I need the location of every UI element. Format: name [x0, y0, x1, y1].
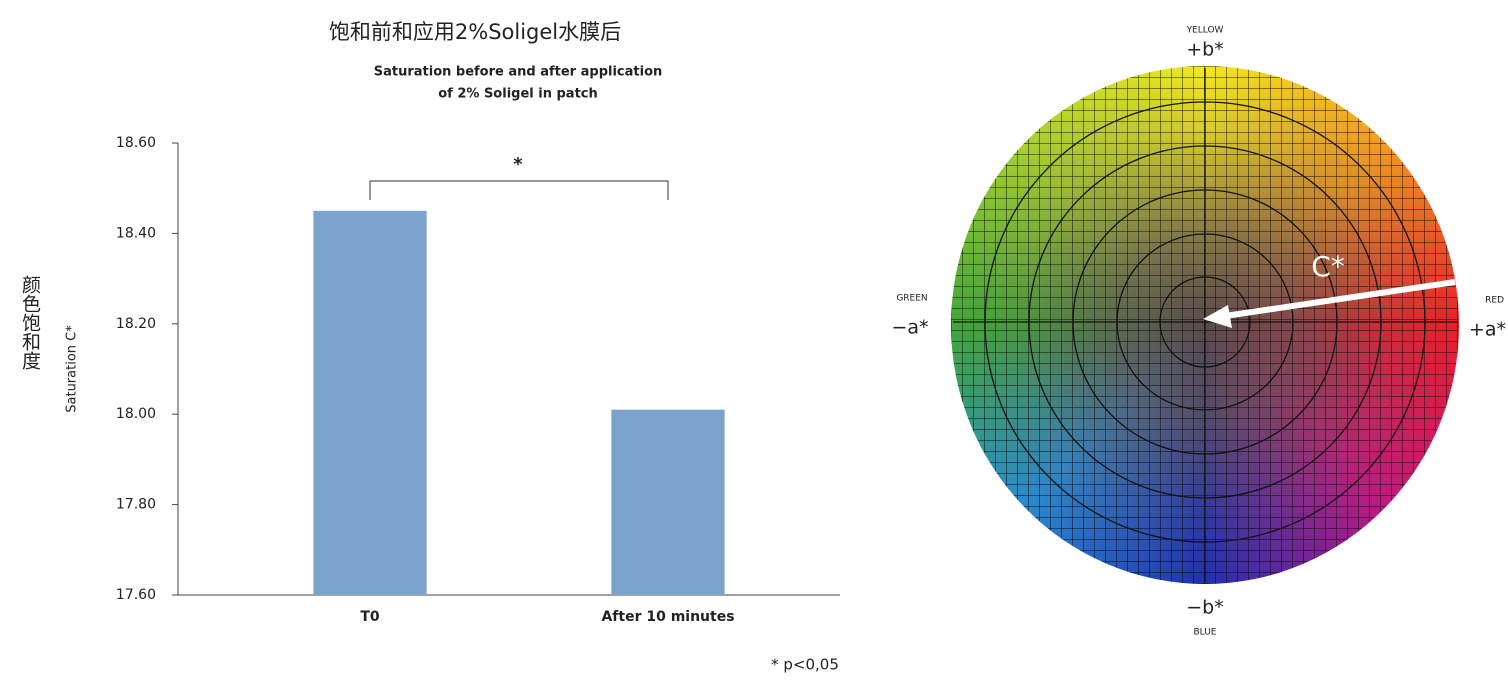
- y-tick-label: 18.40: [116, 225, 156, 241]
- footnote: * p<0,05: [771, 656, 839, 674]
- y-axis-title-cn: 颜色饱和度: [19, 275, 41, 370]
- wheel-rings: [953, 68, 1457, 582]
- axis-name: YELLOW: [1186, 26, 1224, 36]
- axis-sign: +a*: [1469, 319, 1506, 341]
- axis-name: RED: [1485, 296, 1504, 306]
- vector-label: C*: [1311, 250, 1345, 283]
- axis-sign: −b*: [1186, 597, 1223, 619]
- chroma-arrow: [1224, 279, 1456, 319]
- y-tick-label: 17.80: [116, 497, 156, 513]
- y-tick-label: 18.60: [116, 135, 156, 151]
- x-tick-label: After 10 minutes: [601, 609, 734, 625]
- y-tick-label: 17.60: [116, 587, 156, 603]
- significance-mark: *: [513, 154, 523, 175]
- chroma-arrowhead: [1203, 305, 1232, 328]
- chart-subtitle: of 2% Soligel in patch: [438, 87, 598, 102]
- axis-name: GREEN: [896, 294, 927, 304]
- bar: [611, 409, 725, 595]
- chart-subtitle: Saturation before and after application: [374, 65, 663, 80]
- y-tick-label: 18.20: [116, 316, 156, 332]
- axis-name: BLUE: [1193, 628, 1216, 638]
- axis-sign: −a*: [891, 317, 928, 339]
- y-axis-title: Saturation C*: [65, 325, 80, 413]
- axis-sign: +b*: [1186, 39, 1223, 61]
- significance-bracket: [369, 180, 669, 200]
- bar: [313, 210, 427, 596]
- y-tick-label: 18.00: [116, 406, 156, 422]
- chart-title: 饱和前和应用2%Soligel水膜后: [329, 20, 621, 44]
- x-tick-label: T0: [360, 609, 380, 625]
